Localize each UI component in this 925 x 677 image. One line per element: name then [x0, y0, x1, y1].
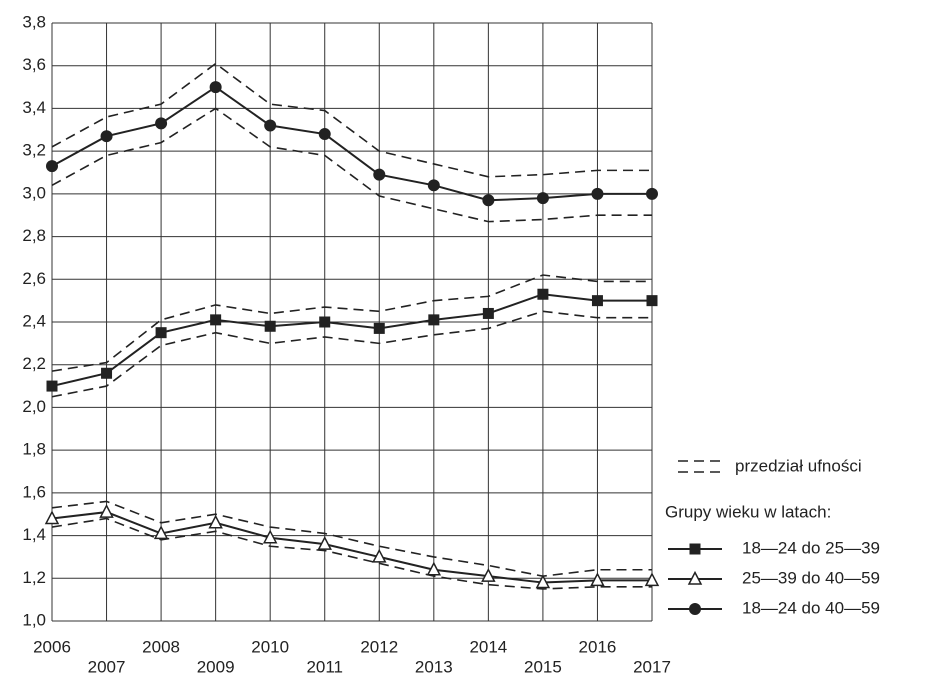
data-point [591, 187, 604, 200]
data-point [155, 327, 167, 339]
data-point [646, 295, 658, 307]
legend-label: 18—24 do 40—59 [742, 598, 880, 617]
data-point [427, 179, 440, 192]
x-tick-label: 2012 [360, 637, 398, 656]
data-point [644, 572, 660, 587]
data-point [428, 314, 440, 326]
data-point [153, 525, 169, 540]
x-tick-label: 2015 [524, 657, 562, 676]
y-tick-label: 3,0 [22, 183, 46, 202]
data-point [535, 574, 551, 589]
y-tick-label: 3,4 [22, 98, 46, 117]
y-tick-label: 1,8 [22, 440, 46, 459]
data-point [373, 322, 385, 334]
data-point [100, 130, 113, 143]
data-point [482, 194, 495, 207]
x-tick-label: 2009 [197, 657, 235, 676]
data-point [319, 316, 331, 328]
data-point [264, 320, 276, 332]
ci-legend-label: przedział ufności [735, 456, 862, 475]
x-tick-label: 2006 [33, 637, 71, 656]
data-point [317, 535, 332, 550]
x-tick-label: 2010 [251, 637, 289, 656]
data-point [537, 288, 549, 300]
data-point [426, 561, 442, 576]
y-tick-label: 2,0 [22, 397, 46, 416]
y-tick-label: 1,4 [22, 525, 46, 544]
data-point [264, 119, 277, 132]
y-tick-label: 3,6 [22, 55, 46, 74]
x-tick-label: 2013 [415, 657, 453, 676]
data-point [590, 572, 605, 587]
series-line [51, 85, 652, 202]
legend-marker [689, 603, 701, 615]
ci-line [51, 62, 652, 178]
legend-marker [687, 570, 703, 585]
ci-line [51, 517, 652, 590]
data-point [482, 307, 494, 319]
data-point [44, 510, 60, 525]
y-tick-label: 2,4 [22, 311, 46, 330]
data-point [99, 503, 114, 518]
ci-line [51, 500, 652, 577]
ci-line [51, 310, 652, 398]
y-tick-label: 1,6 [22, 482, 46, 501]
y-tick-label: 3,2 [22, 141, 46, 160]
series-line [51, 293, 652, 388]
legend-title: Grupy wieku w latach: [665, 502, 831, 521]
x-tick-label: 2016 [579, 637, 617, 656]
data-point [536, 192, 549, 205]
legend-label: 18—24 do 25—39 [742, 538, 880, 557]
x-tick-label: 2008 [142, 637, 180, 656]
data-point [372, 548, 387, 563]
series-line [51, 511, 652, 584]
legend-marker [689, 543, 701, 555]
data-point [46, 160, 58, 173]
data-point [373, 168, 386, 181]
y-tick-label: 1,2 [22, 568, 46, 587]
y-tick-label: 2,2 [22, 354, 46, 373]
data-point [101, 367, 113, 379]
x-tick-label: 2011 [306, 657, 343, 676]
y-tick-label: 3,8 [22, 12, 46, 31]
data-point [46, 380, 58, 392]
x-tick-label: 2017 [633, 657, 671, 676]
y-tick-label: 2,8 [22, 226, 46, 245]
data-point [210, 314, 222, 326]
data-point [591, 295, 603, 307]
x-tick-label: 2014 [469, 637, 507, 656]
y-tick-label: 2,6 [22, 269, 46, 288]
data-point [155, 117, 168, 130]
x-tick-label: 2007 [88, 657, 126, 676]
legend-label: 25—39 do 40—59 [742, 568, 880, 587]
data-point [481, 568, 496, 582]
ci-line [51, 274, 652, 372]
data-point [318, 128, 331, 141]
ci-line [51, 107, 652, 223]
y-tick-label: 1,0 [22, 610, 46, 629]
data-point [262, 529, 278, 544]
data-point [646, 187, 658, 200]
data-point [209, 81, 222, 94]
data-point [208, 514, 223, 529]
